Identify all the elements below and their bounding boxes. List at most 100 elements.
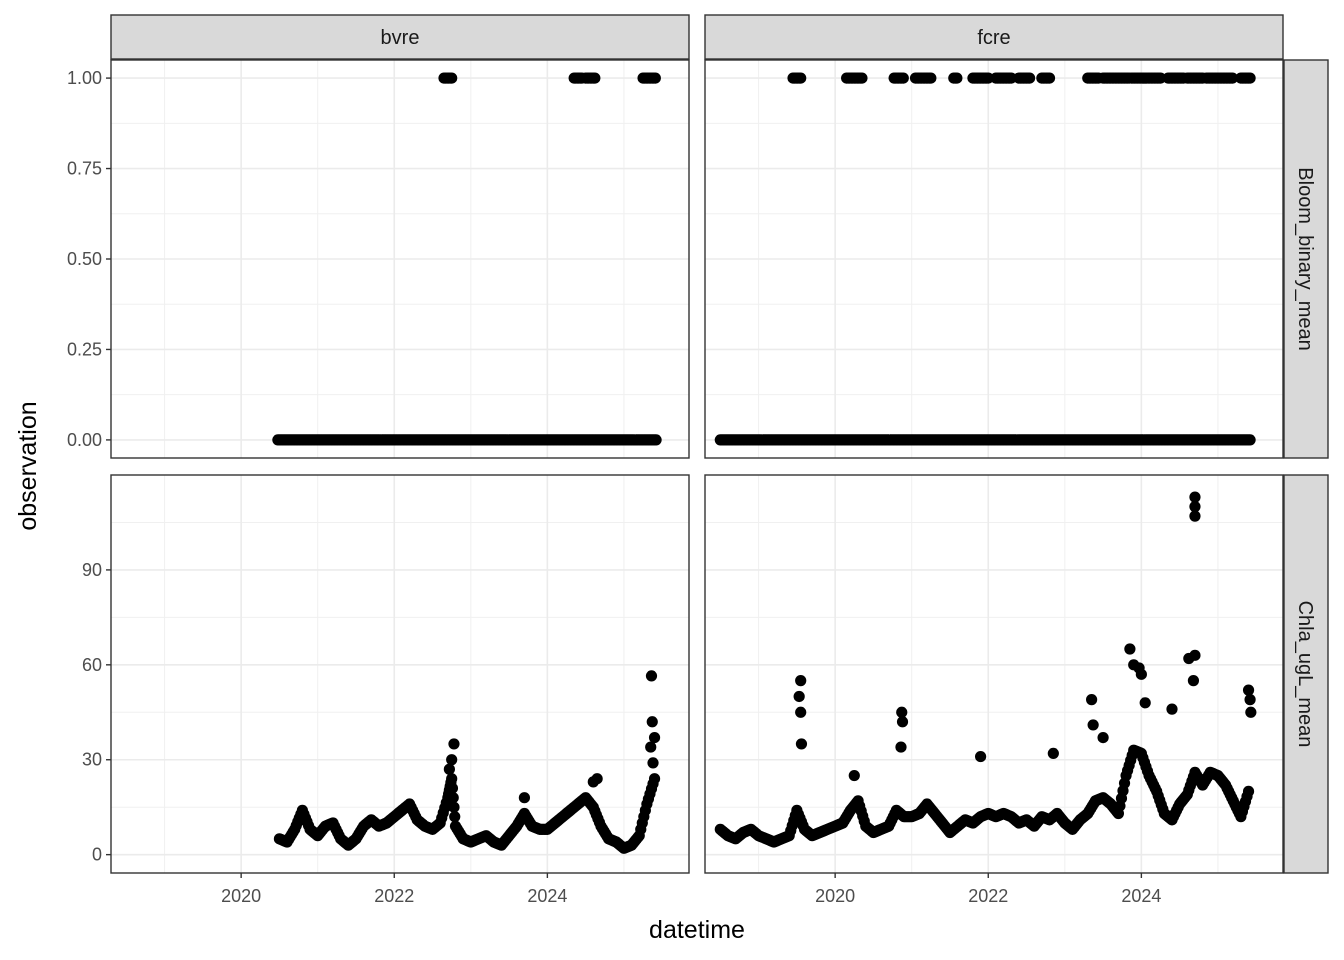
data-point [795,738,808,750]
y-tick-label: 30 [82,750,102,770]
data-point [1244,434,1256,446]
data-point [1005,72,1017,84]
panel-border [704,474,1284,874]
data-point [448,738,460,750]
data-point [449,811,461,823]
data-point [648,731,661,744]
data-point [649,72,661,84]
data-point [982,72,994,84]
x-tick-label: 2024 [1121,886,1161,906]
data-point [975,750,987,763]
data-point [443,763,455,775]
y-tick-label: 0.50 [67,249,102,269]
data-point [650,434,662,446]
data-point [447,792,459,804]
data-point [795,706,807,718]
data-point [1244,694,1256,706]
data-point [1086,694,1098,706]
data-point [446,773,458,785]
strip-label-bvre: bvre [381,27,420,49]
data-point [1097,731,1109,744]
data-point [951,72,963,84]
data-point [895,741,907,753]
x-tick-label: 2020 [815,886,855,906]
data-point [646,716,658,728]
data-point [648,773,661,785]
data-point [1189,501,1201,513]
y-tick-label: 90 [82,560,102,580]
data-point [645,670,658,682]
data-point [1226,72,1239,84]
data-point [518,792,531,804]
strip-Chla_ugL_mean [1283,474,1329,874]
points-fcre_Chla_ugL_mean [714,491,1257,848]
data-point [1242,785,1255,797]
data-point [897,72,909,84]
data-point [896,706,908,718]
data-point [1043,72,1056,84]
data-point [1245,706,1257,718]
data-point [856,72,868,84]
data-point [1139,697,1151,709]
panel-fcre_Chla_ugL_mean [704,474,1284,874]
points-bvre_Chla_ugL_mean [273,670,661,854]
data-point [589,72,601,84]
strips-layer: bvre fcre Bloom_binary_mean Chla_ugL_mean [110,14,1329,874]
data-point [1189,491,1201,503]
data-point [1189,510,1201,522]
y-tick-label: 60 [82,655,102,675]
data-point [446,754,458,766]
data-point [1047,747,1059,760]
data-point [793,690,805,703]
y-tick-label: 0 [92,845,102,865]
data-point [1124,643,1136,655]
data-point [1023,72,1036,84]
x-tick-label: 2020 [221,886,261,906]
points-fcre_Bloom_binary_mean [714,72,1256,446]
x-axis-title: datetime [649,916,745,944]
y-tick-label: 0.00 [67,430,102,450]
panels-layer [110,59,1284,874]
strip-bvre [110,14,690,60]
data-point [896,716,909,728]
panel-border [110,474,690,874]
data-point [1087,719,1099,731]
data-point [446,72,458,84]
strip-Bloom_binary_mean [1283,59,1329,459]
axes-layer: 0.00 0.25 0.50 0.75 1.00 0 30 60 90 2020 2022 2024 2… [67,68,1161,906]
data-point [1135,668,1147,680]
data-point [848,769,860,782]
data-point [591,773,603,785]
strip-fcre [704,14,1284,60]
x-tick-label: 2022 [374,886,414,906]
data-point [925,72,937,84]
y-tick-label: 1.00 [67,68,102,88]
data-point [1187,675,1200,687]
x-tick-label: 2024 [527,886,567,906]
data-point [1166,703,1178,715]
strip-label-Bloom_binary_mean: Bloom_binary_mean [1294,167,1316,350]
data-point [1244,72,1256,84]
panel-background [705,475,1283,873]
panel-bvre_Bloom_binary_mean [110,59,690,459]
data-point [1189,649,1201,661]
strip-label-fcre: fcre [977,27,1010,49]
panel-fcre_Bloom_binary_mean [704,59,1284,459]
x-tick-label: 2022 [968,886,1008,906]
points-bvre_Bloom_binary_mean [272,72,662,446]
data-point [446,782,459,794]
data-point [1242,684,1255,696]
y-axis-title: observation [14,401,42,530]
data-point [795,675,807,687]
panel-bvre_Chla_ugL_mean [110,474,690,874]
y-tick-label: 0.75 [67,159,102,179]
strip-label-Chla_ugL_mean: Chla_ugL_mean [1294,601,1316,748]
data-point [1154,72,1167,84]
y-tick-label: 0.25 [67,339,102,359]
data-point [645,741,657,753]
data-point [448,801,460,813]
data-point [647,757,659,769]
data-point [795,72,807,84]
panel-border [704,59,1284,459]
